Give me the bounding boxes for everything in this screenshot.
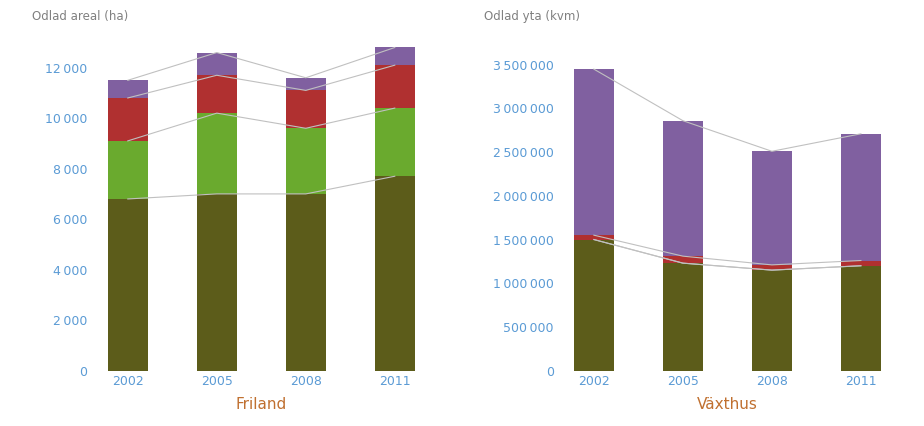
Bar: [197, 75, 237, 113]
Bar: [841, 266, 881, 371]
Text: Odlad yta (kvm): Odlad yta (kvm): [484, 10, 580, 23]
Bar: [286, 78, 326, 90]
Bar: [375, 176, 415, 371]
Text: Odlad areal (ha): Odlad areal (ha): [31, 10, 128, 23]
Bar: [375, 108, 415, 176]
Bar: [574, 69, 614, 235]
Bar: [752, 270, 792, 371]
X-axis label: Friland: Friland: [236, 397, 287, 412]
Bar: [197, 194, 237, 371]
Bar: [663, 263, 703, 371]
Bar: [197, 52, 237, 75]
Bar: [574, 235, 614, 239]
Bar: [286, 194, 326, 371]
Bar: [752, 151, 792, 265]
Bar: [375, 47, 415, 65]
Bar: [574, 239, 614, 371]
Bar: [197, 113, 237, 194]
Bar: [663, 121, 703, 256]
Bar: [375, 65, 415, 108]
Bar: [841, 261, 881, 266]
Bar: [752, 265, 792, 270]
Bar: [286, 90, 326, 128]
Bar: [663, 256, 703, 263]
Bar: [108, 98, 148, 141]
Bar: [108, 141, 148, 199]
Bar: [841, 134, 881, 261]
X-axis label: Växthus: Växthus: [697, 397, 758, 412]
Bar: [286, 128, 326, 194]
Bar: [108, 81, 148, 98]
Bar: [108, 199, 148, 371]
